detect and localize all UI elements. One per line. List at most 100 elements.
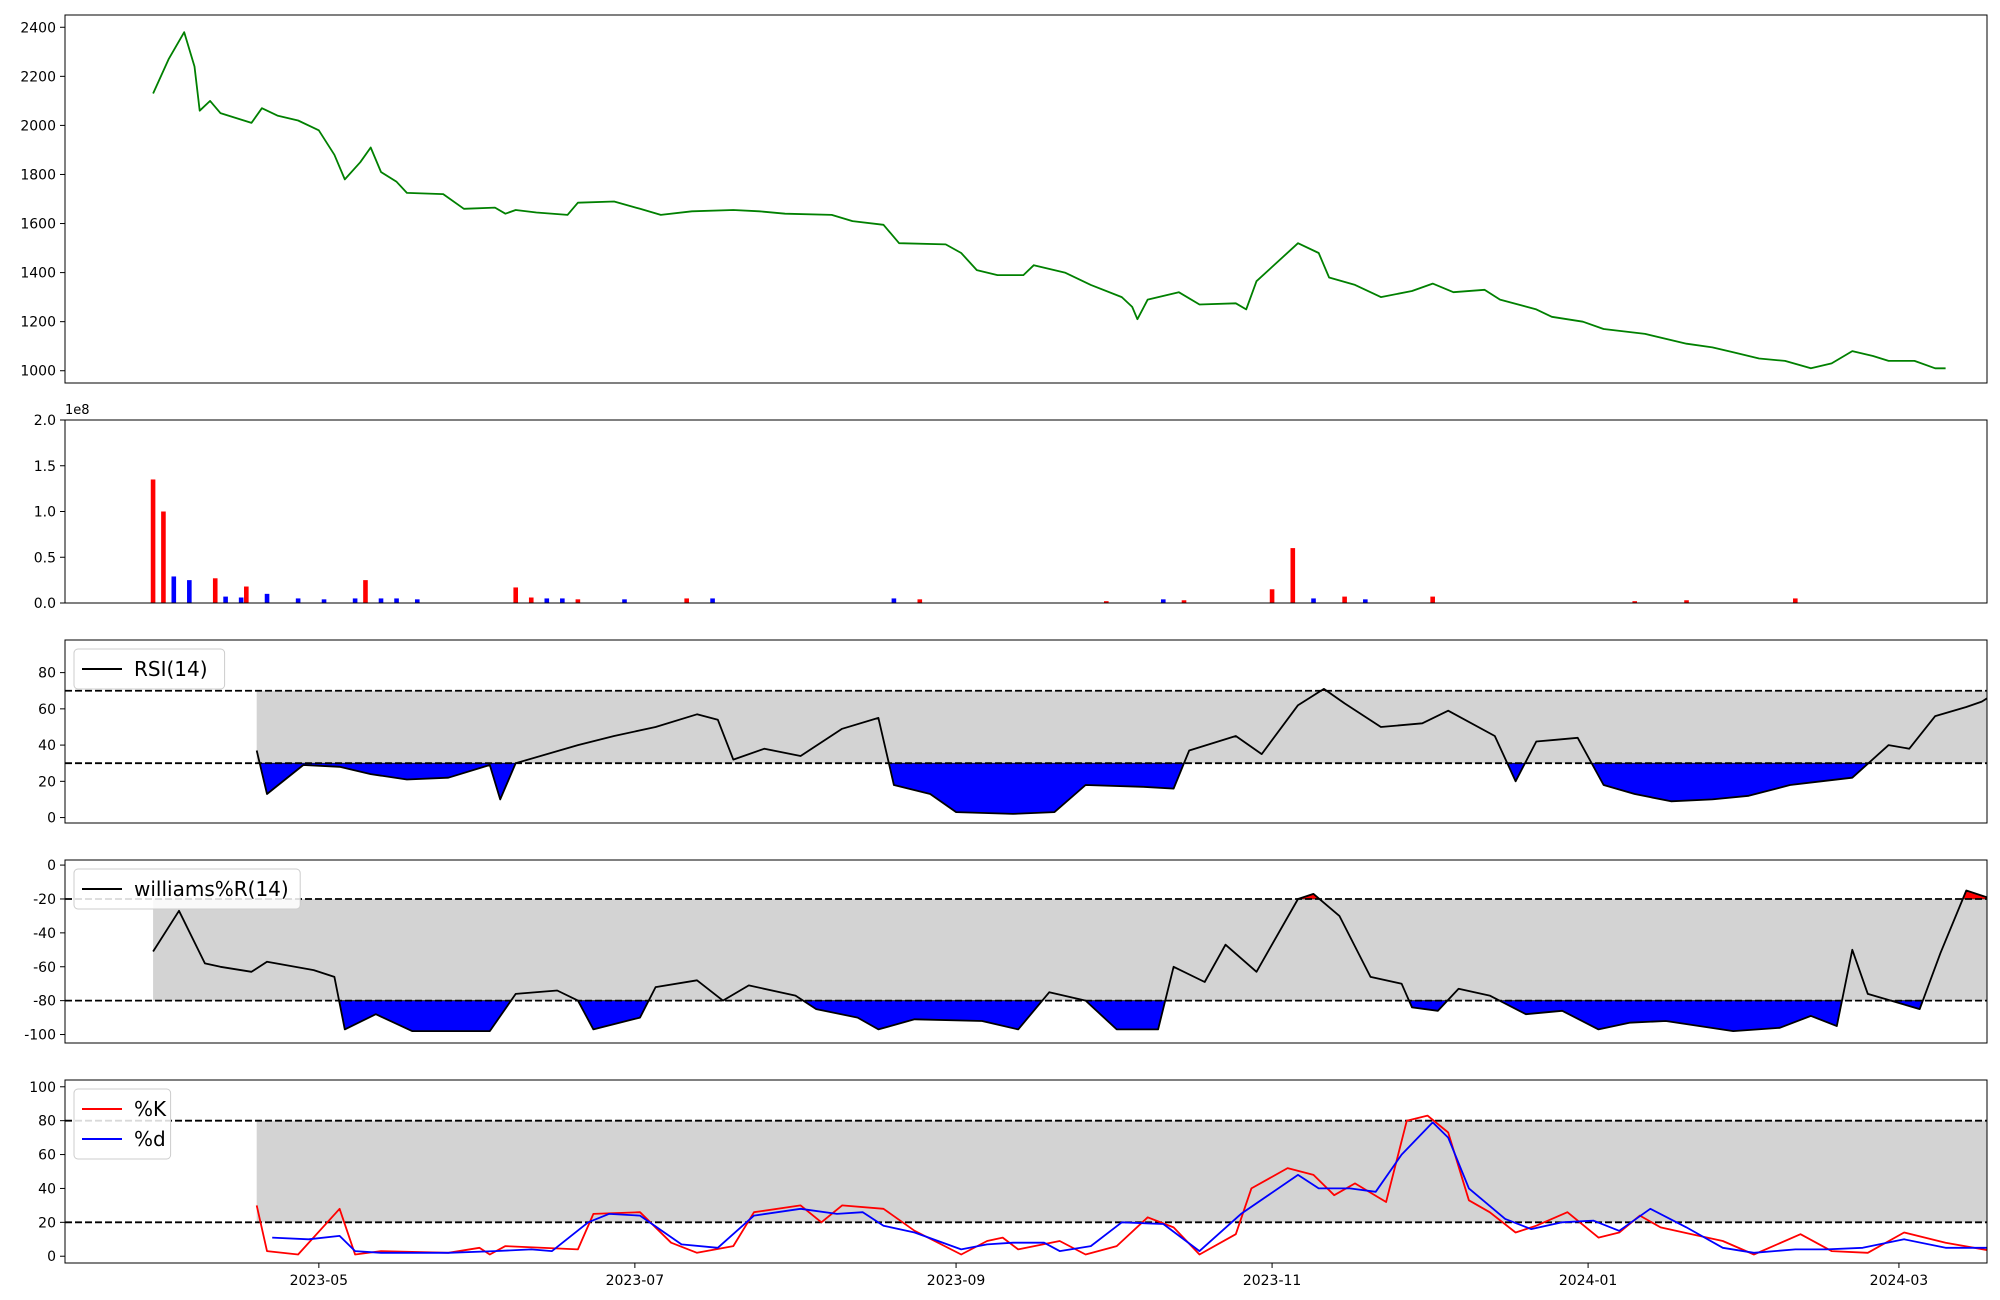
- volume-bar-red-9: [917, 599, 923, 603]
- x-tick-label-5: 2024-03: [1870, 1273, 1929, 1289]
- volume-bar-red-4: [363, 580, 368, 603]
- legend: RSI(14): [73, 648, 226, 690]
- plot-area: [150, 479, 1798, 603]
- y-offset-label: 1e8: [65, 403, 90, 418]
- y-tick-label-4: 80: [38, 666, 56, 682]
- volume-bar-blue-3: [238, 597, 244, 603]
- volume-bar-blue-0: [171, 576, 177, 603]
- volume-bar-blue-7: [352, 598, 358, 603]
- legend-box: [73, 1088, 172, 1160]
- y-tick-label-1: 20: [38, 774, 56, 790]
- x-tick-label-2: 2023-09: [927, 1273, 986, 1289]
- legend: %K %d: [73, 1088, 172, 1160]
- axes-frame: [64, 639, 1988, 824]
- y-tick-label-3: 60: [38, 1148, 56, 1164]
- volume-bar-red-3: [244, 586, 249, 603]
- reference-band: [153, 898, 1987, 1001]
- panel-2: 0.0 0.5 1.0 1.5 2.0 1e8: [34, 403, 1988, 612]
- panel-5: 0 20 40 60 80 100 2023-05 2023-07 2023-09 2023-11…: [29, 1079, 1988, 1289]
- y-tick-label-0: 1000: [20, 364, 56, 380]
- volume-bar-blue-13: [622, 599, 627, 603]
- plot-area: [65, 688, 1987, 815]
- legend-label-0: williams%R(14): [134, 877, 289, 901]
- panel-3: 0 20 40 60 80 RSI(14): [38, 639, 1988, 827]
- legend-label-1: %d: [134, 1127, 166, 1151]
- x-tick-label-0: 2023-05: [290, 1273, 349, 1289]
- oversold-fill: [802, 1000, 1043, 1030]
- legend: williams%R(14): [73, 868, 301, 910]
- volume-bar-blue-2: [223, 596, 228, 603]
- y-tick-label-0: 0: [47, 1249, 56, 1265]
- y-tick-label-1: 1200: [20, 315, 56, 331]
- y-tick-label-7: 2400: [20, 20, 56, 36]
- x-tick-label-1: 2023-07: [606, 1273, 665, 1289]
- y-tick-label-0: 0: [47, 811, 56, 827]
- volume-bar-red-16: [1632, 601, 1638, 603]
- y-tick-label-6: 2200: [20, 69, 56, 85]
- y-tick-label-4: -20: [33, 892, 56, 908]
- y-tick-label-0: -100: [24, 1028, 56, 1044]
- volume-bar-red-18: [1793, 598, 1798, 603]
- reference-band: [256, 690, 1987, 764]
- volume-bar-blue-18: [1363, 599, 1368, 603]
- y-tick-label-5: 100: [29, 1080, 56, 1096]
- legend-box: [73, 648, 226, 690]
- volume-bar-blue-9: [394, 598, 399, 603]
- volume-bar-blue-17: [1311, 598, 1316, 603]
- y-tick-label-4: 2.0: [34, 413, 56, 429]
- y-tick-label-2: 40: [38, 1181, 56, 1197]
- y-tick-label-5: 2000: [20, 118, 56, 134]
- volume-bar-red-5: [513, 587, 519, 603]
- oversold-fill: [888, 762, 1185, 815]
- series-line-rsi-14-: [255, 688, 1987, 815]
- volume-bar-blue-6: [321, 599, 327, 603]
- axes-frame: [64, 14, 1988, 384]
- volume-bar-red-7: [575, 599, 581, 603]
- volume-bar-red-6: [528, 597, 534, 603]
- volume-bar-blue-12: [560, 598, 565, 603]
- volume-bar-blue-11: [544, 598, 550, 603]
- y-tick-label-1: -80: [33, 994, 56, 1010]
- x-tick-label-3: 2023-11: [1243, 1273, 1302, 1289]
- volume-bar-blue-8: [378, 598, 384, 603]
- y-tick-label-1: 20: [38, 1215, 56, 1231]
- volume-bar-red-14: [1342, 596, 1347, 603]
- y-tick-label-4: 80: [38, 1114, 56, 1130]
- y-tick-label-5: 0: [47, 858, 56, 874]
- oversold-fill: [338, 1000, 512, 1032]
- y-tick-label-0: 0.0: [34, 596, 56, 612]
- panel-1: 1000 1200 1400 1600 1800 2000 2200 2400: [20, 14, 1988, 384]
- y-tick-label-2: 1.0: [34, 505, 56, 521]
- y-tick-label-2: 1400: [20, 266, 56, 282]
- plot-area: [152, 31, 1946, 370]
- volume-bar-blue-5: [295, 598, 301, 603]
- series-line--k: [255, 1114, 1987, 1256]
- series-line-williams-r-14-: [152, 889, 1987, 1032]
- y-tick-label-2: 40: [38, 738, 56, 754]
- volume-bar-red-0: [150, 479, 156, 603]
- plot-area: [65, 889, 1987, 1032]
- volume-bar-blue-4: [264, 593, 270, 603]
- volume-bar-blue-14: [710, 598, 715, 603]
- plot-area: [65, 1114, 1987, 1256]
- volume-bar-red-13: [1290, 548, 1296, 603]
- volume-bar-red-11: [1181, 600, 1187, 603]
- volume-bar-red-8: [684, 598, 689, 603]
- series-line-price: [152, 31, 1946, 370]
- axes-frame: [64, 859, 1988, 1044]
- panel-4: -100 -80 -60 -40 -20 0 williams%R(14): [24, 858, 1988, 1044]
- volume-bar-red-15: [1430, 596, 1435, 603]
- y-tick-label-4: 1800: [20, 167, 56, 183]
- y-tick-label-3: 1600: [20, 217, 56, 233]
- volume-bar-red-17: [1684, 600, 1689, 603]
- x-tick-label-4: 2024-01: [1559, 1273, 1618, 1289]
- y-tick-label-3: -40: [33, 926, 56, 942]
- legend-box: [73, 868, 301, 910]
- oversold-fill: [1499, 1000, 1843, 1032]
- reference-band: [256, 1120, 1987, 1223]
- volume-bar-blue-1: [187, 580, 192, 603]
- volume-bar-blue-16: [1160, 599, 1166, 603]
- legend-label-0: %K: [134, 1097, 167, 1121]
- oversold-fill: [1084, 1000, 1166, 1030]
